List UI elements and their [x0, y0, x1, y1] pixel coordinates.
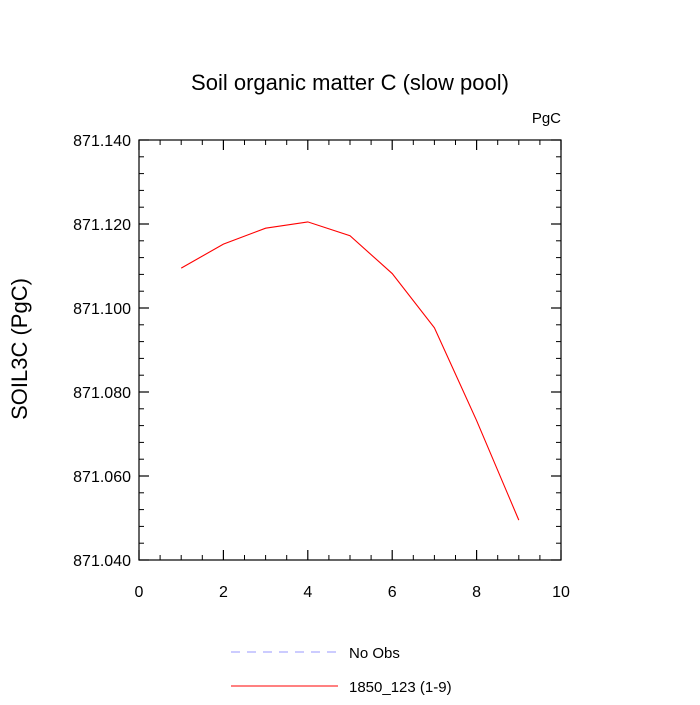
y-tick-label: 871.040	[73, 553, 131, 570]
y-tick-label: 871.080	[73, 385, 131, 402]
x-tick-label: 10	[552, 584, 570, 601]
series-line-1	[180, 221, 520, 521]
y-tick-label: 871.100	[73, 301, 131, 318]
y-tick-label: 871.120	[73, 217, 131, 234]
y-axis-label: SOIL3C (PgC)	[7, 278, 32, 420]
x-tick-label: 6	[388, 584, 397, 601]
units-label: PgC	[532, 110, 561, 127]
chart-title: Soil organic matter C (slow pool)	[191, 70, 509, 95]
legend: No Obs 1850_123 (1-9)	[231, 645, 452, 696]
series-layer	[180, 221, 520, 521]
plot-frame	[138, 139, 562, 561]
axis-ticks: 0 2 4 6 8 10 871.040 871.060 871.080 871.100 871.1…	[73, 133, 570, 601]
legend-label: No Obs	[349, 645, 400, 662]
legend-label: 1850_123 (1-9)	[349, 679, 452, 696]
y-tick-label: 871.140	[73, 133, 131, 150]
x-tick-label: 8	[472, 584, 481, 601]
x-tick-label: 4	[303, 584, 312, 601]
y-tick-label: 871.060	[73, 469, 131, 486]
x-tick-label: 0	[135, 584, 144, 601]
x-tick-label: 2	[219, 584, 228, 601]
